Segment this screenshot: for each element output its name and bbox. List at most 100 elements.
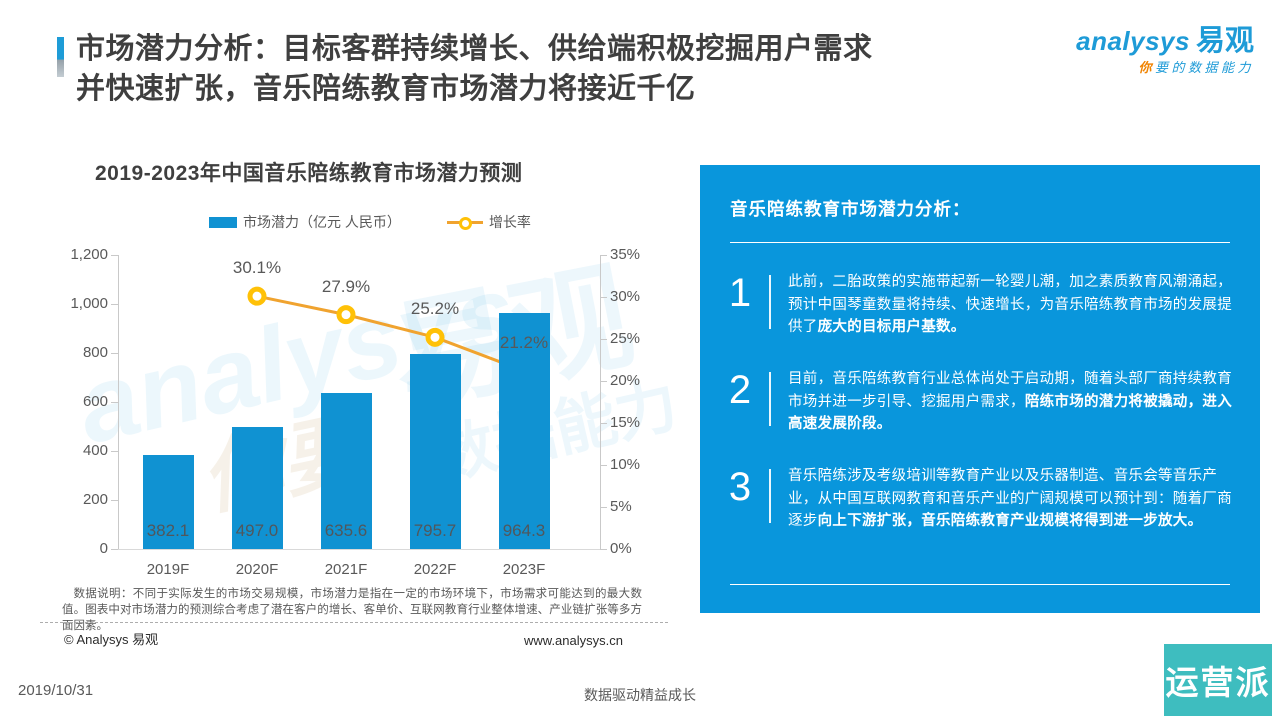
bar-value-label-2019F: 382.1	[146, 521, 190, 540]
panel-item-2-text-bold: 陪练市场的潜力将被撬动，进入高速发展阶段。	[788, 393, 1233, 433]
legend-label-market-potential: 市场潜力（亿元 人民币）	[243, 214, 401, 230]
footer-slogan: 数据驱动精益成长	[584, 687, 696, 703]
right-axis-tick-label: 30%	[610, 288, 641, 305]
left-axis-tick-label: 200	[82, 491, 108, 508]
panel-item-2-text-normal: 目前，音乐陪练教育行业总体尚处于启动期，随着头部厂商持续教育市场并进一步引导、挖…	[788, 371, 1232, 410]
right-axis-tick-label: 10%	[610, 456, 641, 473]
panel-item-1-number: 1	[728, 271, 752, 315]
panel-item-3: 3 音乐陪练涉及考级培训等教育产业以及乐器制造、音乐会等音乐产业，从中国互联网教…	[722, 465, 1238, 533]
panel-item-1-text-normal: 此前，二胎政策的实施带起新一轮婴儿潮，加之素质教育风潮涌起，预计中国琴童数量将持…	[788, 274, 1232, 336]
data-note: 数据说明：不同于实际发生的市场交易规模，市场潜力是指在一定的市场环境下，市场需求…	[62, 588, 642, 633]
panel-item-1-text: 此前，二胎政策的实施带起新一轮婴儿潮，加之素质教育风潮涌起，预计中国琴童数量将持…	[788, 271, 1238, 339]
analysys-logo-text: analysys	[1076, 26, 1190, 56]
logo-tagline-rest: 要的数据能力	[1154, 59, 1254, 75]
panel-item-3-text-normal: 音乐陪练涉及考级培训等教育产业以及乐器制造、音乐会等音乐产业，从中国互联网教育和…	[788, 468, 1232, 530]
analysis-panel: 音乐陪练教育市场潜力分析： 1 此前，二胎政策的实施带起新一轮婴儿潮，加之素质教…	[700, 165, 1260, 613]
panel-item-3-number: 3	[728, 465, 752, 509]
left-axis-tick	[111, 549, 118, 550]
dashed-separator	[40, 622, 668, 623]
panel-item-2-text: 目前，音乐陪练教育行业总体尚处于启动期，随着头部厂商持续教育市场并进一步引导、挖…	[788, 368, 1238, 436]
panel-item-3-text-bold: 向上下游扩张，音乐陪练教育产业规模将得到进一步放大。	[817, 513, 1203, 530]
bar-series-swatch-icon	[209, 216, 238, 228]
growth-rate-label: 25.2%	[410, 299, 460, 319]
yunyingpai-badge-text: 运营派	[1165, 664, 1271, 701]
bar-value-label-2021F: 635.6	[324, 521, 368, 540]
panel-rule-top	[730, 242, 1230, 243]
bar-2021F	[320, 393, 372, 549]
page-title-line2: 并快速扩张，音乐陪练教育市场潜力将接近千亿	[76, 73, 696, 106]
x-axis-label-2020F: 2020F	[235, 561, 279, 578]
x-axis-label-2022F: 2022F	[413, 561, 457, 578]
right-axis-tick-label: 20%	[610, 372, 641, 389]
yunyingpai-badge: 运营派	[1164, 644, 1272, 716]
left-axis-tick	[111, 402, 118, 403]
panel-item-3-text: 音乐陪练涉及考级培训等教育产业以及乐器制造、音乐会等音乐产业，从中国互联网教育和…	[788, 465, 1238, 533]
right-axis-tick	[600, 423, 607, 424]
panel-item-2-number: 2	[728, 368, 752, 412]
left-axis-tick-label: 1,200	[70, 246, 108, 263]
left-axis-tick	[111, 500, 118, 501]
right-axis-line	[600, 255, 601, 550]
legend-item-growth-rate: 增长率	[446, 212, 531, 232]
website-text: www.analysys.cn	[524, 633, 623, 648]
bar-2019F	[142, 455, 194, 549]
growth-rate-label: 21.2%	[499, 332, 549, 352]
left-axis-tick-label: 1,000	[70, 295, 108, 312]
title-accent-bar	[57, 37, 64, 77]
panel-item-2: 2 目前，音乐陪练教育行业总体尚处于启动期，随着头部厂商持续教育市场并进一步引导…	[722, 368, 1238, 436]
page-title: 市场潜力分析：目标客群持续增长、供给端积极挖掘用户需求 并快速扩张，音乐陪练教育…	[76, 29, 1076, 109]
right-axis-tick	[600, 339, 607, 340]
panel-item-2-divider	[769, 372, 771, 426]
right-axis-tick	[600, 507, 607, 508]
right-axis-tick-label: 35%	[610, 246, 641, 263]
panel-rule-bottom	[730, 584, 1230, 585]
left-axis-tick	[111, 255, 118, 256]
chart-title: 2019-2023年中国音乐陪练教育市场潜力预测	[95, 162, 523, 185]
page-title-line1: 市场潜力分析：目标客群持续增长、供给端积极挖掘用户需求	[76, 33, 873, 65]
logo-tagline-accent: 你	[1138, 59, 1155, 75]
combo-chart: 1,200 1,000 800 600 400 200 0 35% 30% 25% 20% 15% 10…	[60, 245, 680, 590]
panel-title: 音乐陪练教育市场潜力分析：	[730, 199, 971, 219]
analysys-logo-wordmark: analysys 易观	[1076, 25, 1254, 58]
x-axis-line	[118, 549, 601, 550]
logo-tagline: 你要的数据能力	[1076, 59, 1254, 75]
analysys-logo-cn: 易观	[1195, 25, 1254, 57]
right-axis-tick	[600, 297, 607, 298]
left-axis-tick	[111, 304, 118, 305]
panel-item-3-divider	[769, 469, 771, 523]
footer-date: 2019/10/31	[18, 682, 94, 699]
x-axis-label-2021F: 2021F	[324, 561, 368, 578]
right-axis-tick	[600, 549, 607, 550]
growth-rate-label: 27.9%	[321, 276, 371, 296]
left-axis-tick	[111, 451, 118, 452]
bar-value-label-2023F: 964.3	[502, 521, 546, 540]
line-series-marker-icon	[446, 216, 483, 230]
bar-2023F	[498, 312, 550, 549]
left-axis-tick-label: 600	[82, 393, 108, 410]
right-axis-tick-label: 15%	[610, 414, 641, 431]
left-axis-tick	[111, 353, 118, 354]
x-axis-label-2023F: 2023F	[502, 561, 546, 578]
panel-item-1-divider	[769, 275, 771, 329]
left-axis-tick-label: 400	[82, 442, 108, 459]
right-axis-tick	[600, 381, 607, 382]
left-axis-tick-label: 800	[82, 344, 108, 361]
right-axis-tick-label: 25%	[610, 330, 641, 347]
bar-value-label-2022F: 795.7	[413, 521, 457, 540]
bar-2020F	[231, 427, 283, 549]
bar-2022F	[409, 354, 461, 549]
right-axis-tick	[600, 255, 607, 256]
legend-item-market-potential: 市场潜力（亿元 人民币）	[209, 212, 401, 232]
left-axis-line	[118, 255, 119, 550]
panel-item-1-text-bold: 庞大的目标用户基数。	[817, 319, 966, 336]
bar-value-label-2020F: 497.0	[235, 521, 279, 540]
copyright-text: © Analysys 易观	[64, 632, 159, 647]
x-axis-label-2019F: 2019F	[146, 561, 190, 578]
growth-rate-label: 30.1%	[232, 258, 282, 278]
right-axis-tick	[600, 465, 607, 466]
chart-legend: 市场潜力（亿元 人民币） 增长率	[60, 212, 680, 232]
analysys-logo: analysys 易观 你要的数据能力	[1076, 25, 1254, 75]
legend-label-growth-rate: 增长率	[488, 214, 531, 230]
right-axis-tick-label: 5%	[610, 498, 632, 515]
right-axis-tick-label: 0%	[610, 540, 632, 557]
